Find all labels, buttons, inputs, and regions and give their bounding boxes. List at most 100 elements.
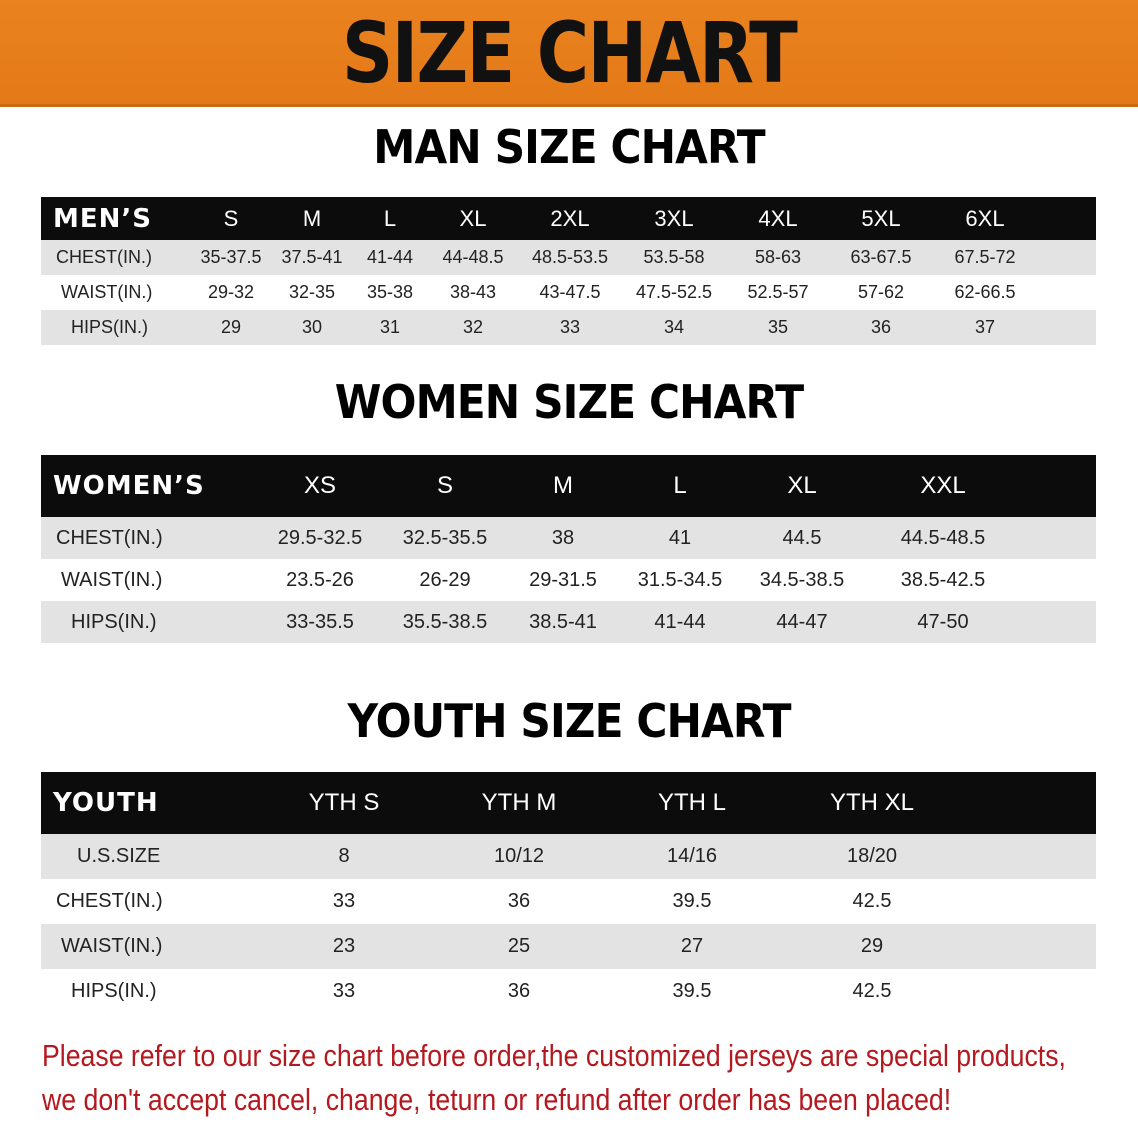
size-header: YTH M bbox=[481, 789, 557, 816]
size-header: L bbox=[383, 205, 397, 231]
order-note-line-2: we don't accept cancel, change, teturn o… bbox=[42, 1082, 952, 1117]
youth-size-table: YOUTH YTH S YTH M YTH L YTH XL U.S.SIZE 8 10/12… bbox=[41, 772, 1096, 1014]
measurement-cell: 38.5-42.5 bbox=[900, 568, 986, 591]
size-header: YTH XL bbox=[829, 789, 915, 816]
table-header-row: MEN’S S M L XL 2XL 3XL 4XL 5XL 6XL bbox=[41, 197, 1096, 240]
measurement-cell: 36 bbox=[507, 980, 531, 1002]
measurement-cell: 63-67.5 bbox=[850, 247, 912, 267]
measurement-cell: 47-50 bbox=[917, 610, 969, 633]
size-header: 5XL bbox=[861, 205, 901, 231]
measurement-cell: 44.5-48.5 bbox=[900, 526, 986, 549]
measurement-cell: 38-43 bbox=[449, 282, 497, 302]
size-header: 6XL bbox=[965, 205, 1005, 231]
table-row: U.S.SIZE 8 10/12 14/16 18/20 bbox=[41, 834, 1096, 879]
size-header: XL bbox=[459, 205, 487, 231]
measurement-cell: 8 bbox=[338, 845, 350, 867]
row-label: CHEST(IN.) bbox=[56, 526, 163, 549]
size-header: 2XL bbox=[550, 205, 590, 231]
women-size-table: WOMEN’S XS S M L XL XXL CHEST(IN.) 29.5-32.5 32.5… bbox=[41, 455, 1096, 643]
row-label: CHEST(IN.) bbox=[56, 890, 163, 912]
women-section-title: WOMEN SIZE CHART bbox=[334, 375, 804, 429]
table-row: HIPS(IN.) 33-35.5 35.5-38.5 38.5-41 41-44 44-… bbox=[41, 601, 1096, 643]
size-header: XS bbox=[303, 472, 337, 499]
size-header: YTH L bbox=[657, 789, 727, 816]
measurement-cell: 42.5 bbox=[852, 890, 892, 912]
measurement-cell: 23 bbox=[332, 935, 356, 957]
table-row: HIPS(IN.) 33 36 39.5 42.5 bbox=[41, 969, 1096, 1014]
table-title-cell: MEN’S bbox=[53, 203, 152, 234]
table-row: WAIST(IN.) 29-32 32-35 35-38 38-43 43-47.5 47.… bbox=[41, 275, 1096, 310]
measurement-cell: 31.5-34.5 bbox=[637, 568, 723, 591]
measurement-cell: 52.5-57 bbox=[747, 282, 809, 302]
size-header: S bbox=[223, 205, 239, 231]
measurement-cell: 47.5-52.5 bbox=[635, 282, 713, 302]
measurement-cell: 41-44 bbox=[654, 610, 706, 633]
size-header: XXL bbox=[920, 472, 966, 499]
measurement-cell: 31 bbox=[379, 317, 401, 337]
row-label: WAIST(IN.) bbox=[61, 568, 163, 591]
measurement-cell: 41-44 bbox=[366, 247, 414, 267]
measurement-cell: 33 bbox=[332, 890, 356, 912]
table-row: CHEST(IN.) 29.5-32.5 32.5-35.5 38 41 44.5 44.5… bbox=[41, 517, 1096, 559]
measurement-cell: 44-48.5 bbox=[442, 247, 504, 267]
measurement-cell: 58-63 bbox=[754, 247, 802, 267]
size-header: S bbox=[436, 472, 454, 499]
measurement-cell: 44.5 bbox=[782, 526, 822, 549]
measurement-cell: 33 bbox=[332, 980, 356, 1002]
measurement-cell: 38.5-41 bbox=[529, 610, 597, 633]
measurement-cell: 33-35.5 bbox=[286, 610, 354, 633]
measurement-cell: 42.5 bbox=[852, 980, 892, 1002]
measurement-cell: 10/12 bbox=[493, 845, 545, 867]
measurement-cell: 32 bbox=[462, 317, 484, 337]
measurement-cell: 33 bbox=[559, 317, 581, 337]
page-title: SIZE CHART bbox=[341, 4, 798, 102]
size-header: M bbox=[553, 472, 573, 499]
measurement-cell: 57-62 bbox=[857, 282, 905, 302]
row-label: HIPS(IN.) bbox=[71, 610, 157, 633]
measurement-cell: 53.5-58 bbox=[643, 247, 705, 267]
measurement-cell: 36 bbox=[507, 890, 531, 912]
men-size-table: MEN’S S M L XL 2XL 3XL 4XL 5XL 6XL CHEST(IN.) 35-37… bbox=[41, 197, 1096, 345]
measurement-cell: 37 bbox=[974, 317, 996, 337]
measurement-cell: 29-32 bbox=[207, 282, 255, 302]
row-label: HIPS(IN.) bbox=[71, 317, 149, 337]
measurement-cell: 34 bbox=[663, 317, 685, 337]
size-header: YTH S bbox=[308, 789, 380, 816]
measurement-cell: 35.5-38.5 bbox=[402, 610, 488, 633]
measurement-cell: 23.5-26 bbox=[286, 568, 354, 591]
measurement-cell: 39.5 bbox=[672, 980, 712, 1002]
table-title-cell: WOMEN’S bbox=[53, 471, 205, 501]
measurement-cell: 25 bbox=[507, 935, 531, 957]
size-header: M bbox=[302, 205, 322, 231]
measurement-cell: 48.5-53.5 bbox=[531, 247, 609, 267]
size-header: XL bbox=[787, 472, 817, 499]
measurement-cell: 14/16 bbox=[666, 845, 718, 867]
size-header: L bbox=[673, 472, 687, 499]
title-banner: SIZE CHART bbox=[0, 0, 1138, 107]
row-label: HIPS(IN.) bbox=[71, 980, 157, 1002]
measurement-cell: 67.5-72 bbox=[954, 247, 1016, 267]
size-header: 3XL bbox=[654, 205, 694, 231]
measurement-cell: 26-29 bbox=[419, 568, 471, 591]
row-label: WAIST(IN.) bbox=[61, 935, 163, 957]
table-row: CHEST(IN.) 33 36 39.5 42.5 bbox=[41, 879, 1096, 924]
measurement-cell: 44-47 bbox=[776, 610, 828, 633]
measurement-cell: 32.5-35.5 bbox=[402, 526, 488, 549]
table-row: CHEST(IN.) 35-37.5 37.5-41 41-44 44-48.5 48.5… bbox=[41, 240, 1096, 275]
men-section-title: MAN SIZE CHART bbox=[373, 120, 765, 174]
table-row: HIPS(IN.) 29 30 31 32 33 34 35 36 37 bbox=[41, 310, 1096, 345]
measurement-cell: 35-38 bbox=[366, 282, 414, 302]
measurement-cell: 39.5 bbox=[672, 890, 712, 912]
table-row: WAIST(IN.) 23 25 27 29 bbox=[41, 924, 1096, 969]
measurement-cell: 43-47.5 bbox=[539, 282, 601, 302]
measurement-cell: 29 bbox=[220, 317, 242, 337]
measurement-cell: 32-35 bbox=[288, 282, 336, 302]
table-header-row: YOUTH YTH S YTH M YTH L YTH XL bbox=[41, 772, 1096, 834]
table-row: WAIST(IN.) 23.5-26 26-29 29-31.5 31.5-34.5 34… bbox=[41, 559, 1096, 601]
row-label: U.S.SIZE bbox=[77, 845, 161, 867]
measurement-cell: 29 bbox=[860, 935, 884, 957]
table-header-row: WOMEN’S XS S M L XL XXL bbox=[41, 455, 1096, 517]
table-title-cell: YOUTH bbox=[53, 788, 159, 818]
measurement-cell: 62-66.5 bbox=[954, 282, 1016, 302]
row-label: CHEST(IN.) bbox=[56, 247, 152, 267]
